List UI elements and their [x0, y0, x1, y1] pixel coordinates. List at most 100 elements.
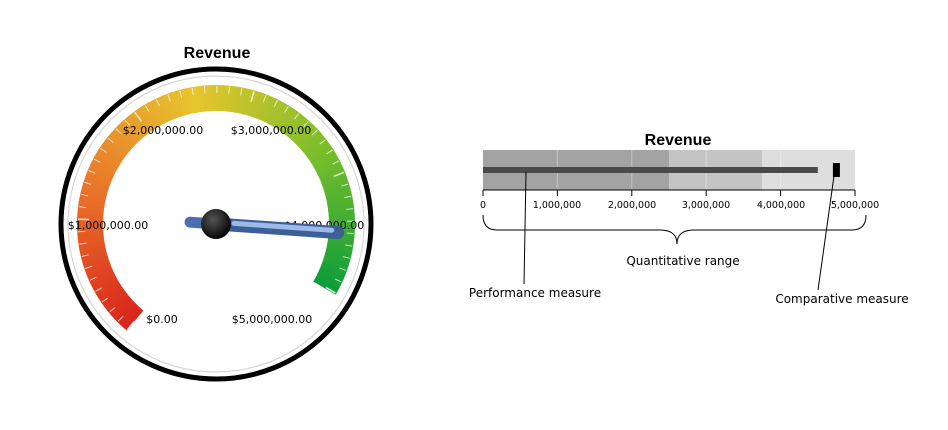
gauge-tick-mark — [333, 171, 345, 178]
gauge-band-segment — [110, 297, 135, 320]
gauge-tick-mark — [303, 121, 309, 127]
annotation-performance-pointer — [523, 171, 527, 285]
gauge-band-segment — [134, 107, 155, 133]
gauge-band-segment — [255, 93, 271, 121]
gauge-tick-mark — [124, 119, 131, 126]
gauge-tick-mark — [325, 286, 336, 294]
gauge-tick-mark — [81, 193, 89, 197]
annotation-performance-measure: Performance measure — [469, 286, 601, 300]
gauge-tick-mark — [334, 278, 342, 283]
gauge-band-segment — [79, 191, 107, 204]
gauge-band-segment — [247, 90, 261, 118]
gauge-tick-mark — [95, 287, 102, 292]
bullet-tick-labels: 0 1,000,000 2,000,000 3,000,000 4,000,00… — [480, 200, 879, 211]
gauge-band-segment — [285, 113, 307, 138]
gauge-band-segment — [171, 90, 186, 117]
gauge-tick-mark — [134, 111, 142, 122]
gauge-tick-mark — [93, 158, 101, 163]
gauge-band-segment — [324, 186, 352, 200]
gauge-band-segment — [315, 272, 342, 291]
gauge-band-segment — [138, 104, 158, 131]
bullet-tick-label: 2,000,000 — [608, 200, 656, 211]
gauge-band-segment — [107, 131, 132, 154]
gauge-tick-mark — [332, 160, 339, 165]
gauge-band-segment — [101, 139, 127, 160]
gauge-chart: Revenue $0.00 $1,000,000.00 $2,000,000.0… — [58, 45, 374, 382]
gauge-tick-mark — [346, 208, 354, 210]
gauge-band-segment — [156, 95, 173, 122]
gauge-tick-mark — [344, 195, 352, 199]
bullet-title: Revenue — [645, 132, 712, 149]
gauge-band-segment — [322, 257, 349, 272]
gauge-band-segment — [308, 144, 334, 164]
gauge-band-segment — [78, 240, 106, 251]
gauge-band-segment — [86, 264, 113, 281]
gauge-tick-label: $5,000,000.00 — [232, 313, 312, 326]
gauge-tick-mark — [84, 181, 92, 185]
gauge-tick-mark — [341, 183, 349, 187]
gauge-band-segment — [306, 140, 331, 161]
gauge-band-segment — [77, 202, 105, 212]
gauge-tick-mark — [326, 149, 333, 155]
gauge-tick-label: $0.00 — [146, 313, 178, 326]
gauge-band-segment — [294, 124, 318, 147]
gauge-band-segment — [297, 128, 322, 151]
gauge-band-segment — [79, 244, 106, 256]
gauge-tick-mark — [273, 100, 278, 107]
gauge-band-segment — [147, 99, 166, 126]
gauge-band-segment — [325, 191, 353, 204]
gauge-tick-mark — [203, 86, 206, 94]
gauge-tick-label: $3,000,000.00 — [231, 124, 311, 137]
gauge-tick-mark — [117, 315, 124, 322]
gauge-tick-mark — [191, 88, 194, 96]
gauge-band-segment — [325, 244, 353, 256]
gauge-band-segment — [107, 294, 132, 316]
gauge-band-segment — [230, 86, 241, 113]
gauge-tick-mark — [89, 276, 97, 281]
gauge-tick-mark — [284, 106, 289, 113]
gauge-tick-mark — [101, 297, 109, 303]
gauge-band-segment — [259, 95, 276, 122]
gauge-band-segment — [121, 306, 144, 331]
bullet-tick-label: 3,000,000 — [682, 200, 730, 211]
gauge-color-band — [76, 85, 356, 331]
gauge-band-segment — [161, 93, 177, 120]
bullet-comparative-marker — [832, 163, 840, 177]
gauge-band-segment — [310, 148, 337, 168]
gauge-tick-label: $1,000,000.00 — [68, 219, 148, 232]
gauge-band-segment — [130, 110, 151, 136]
bullet-chart: Revenue 0 1,000,000 2,000,000 3,000,000 … — [469, 132, 909, 306]
gauge-tick-mark — [126, 320, 135, 331]
gauge-band-segment — [84, 260, 112, 276]
gauge-band-segment — [95, 280, 121, 300]
gauge-band-segment — [278, 107, 298, 133]
gauge-hub — [201, 209, 231, 239]
gauge-band-segment — [251, 91, 266, 119]
gauge-band-segment — [326, 240, 354, 251]
gauge-band-segment — [320, 171, 348, 187]
gauge-band-segment — [300, 131, 325, 154]
gauge-tick-mark — [262, 95, 267, 103]
gauge-band-segment — [78, 196, 106, 208]
gauge-tick-label: $2,000,000.00 — [123, 124, 203, 137]
bullet-axis-ticks — [482, 190, 856, 196]
gauge-band-segment — [166, 91, 181, 119]
gauge-tick-mark — [100, 148, 107, 153]
gauge-needle-highlight — [231, 220, 335, 233]
gauge-band-segment — [98, 283, 124, 304]
gauge-tick-mark — [167, 94, 171, 102]
gauge-tick-mark — [345, 244, 353, 247]
gauge-tick-mark — [144, 105, 150, 112]
gauge-band-segment — [84, 171, 112, 187]
gauge-tick-mark — [81, 254, 89, 257]
gauge-band-segment — [95, 148, 122, 168]
gauge-band-segment — [80, 248, 108, 261]
gauge-tick-mark — [311, 129, 318, 136]
gauge-tick-mark — [79, 242, 87, 245]
gauge-band-segment — [126, 113, 148, 138]
range-brace — [482, 214, 867, 245]
gauge-band-segment — [322, 176, 349, 191]
gauge-band-segment — [267, 99, 285, 126]
gauge-band-segment — [323, 252, 351, 267]
